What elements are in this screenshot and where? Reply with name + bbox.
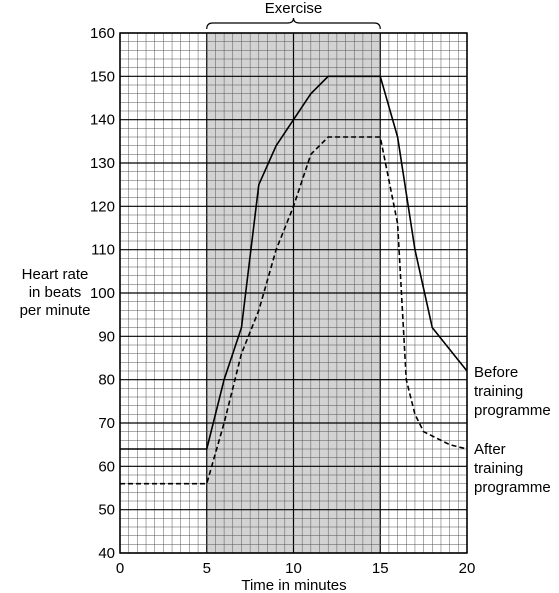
exercise-label: Exercise (265, 0, 323, 17)
x-tick-label: 0 (116, 560, 124, 577)
before-label-line-3: programme (474, 402, 551, 419)
x-tick-label: 10 (285, 560, 302, 577)
plot-frame (119, 32, 468, 554)
y-tick-label: 40 (98, 545, 115, 562)
exercise-brace (206, 17, 381, 30)
after-label-line-1: After (474, 441, 506, 458)
y-tick-label: 160 (90, 25, 115, 42)
y-tick-label: 150 (90, 68, 115, 85)
y-tick-label: 100 (90, 285, 115, 302)
y-tick-label: 120 (90, 198, 115, 215)
y-tick-label: 110 (91, 242, 115, 259)
x-tick-label: 20 (459, 560, 476, 577)
x-axis-label: Time in minutes (241, 577, 346, 593)
y-tick-label: 80 (98, 372, 115, 389)
series-line-before-training (120, 75, 468, 450)
after-label-line-2: training (474, 460, 523, 477)
legend-before-training: Before training programme (474, 364, 551, 419)
y-axis-label-line-2: in beats (29, 284, 82, 301)
y-axis-label: Heart rate in beats per minute (20, 266, 91, 319)
y-tick-label: 50 (98, 502, 115, 519)
y-tick-label: 140 (90, 112, 115, 129)
series-line-after-training (120, 136, 468, 485)
y-tick-label: 60 (98, 458, 115, 475)
x-tick-label: 15 (372, 560, 389, 577)
y-tick-label: 130 (90, 155, 115, 172)
y-tick-label: 90 (98, 328, 115, 345)
y-axis-label-line-1: Heart rate (22, 266, 89, 283)
y-axis-label-line-3: per minute (20, 302, 91, 319)
legend-after-training: After training programme (474, 441, 551, 496)
after-label-line-3: programme (474, 479, 551, 496)
before-label-line-2: training (474, 383, 523, 400)
y-tick-label: 70 (98, 415, 115, 432)
x-tick-label: 5 (203, 560, 211, 577)
before-label-line-1: Before (474, 364, 518, 381)
